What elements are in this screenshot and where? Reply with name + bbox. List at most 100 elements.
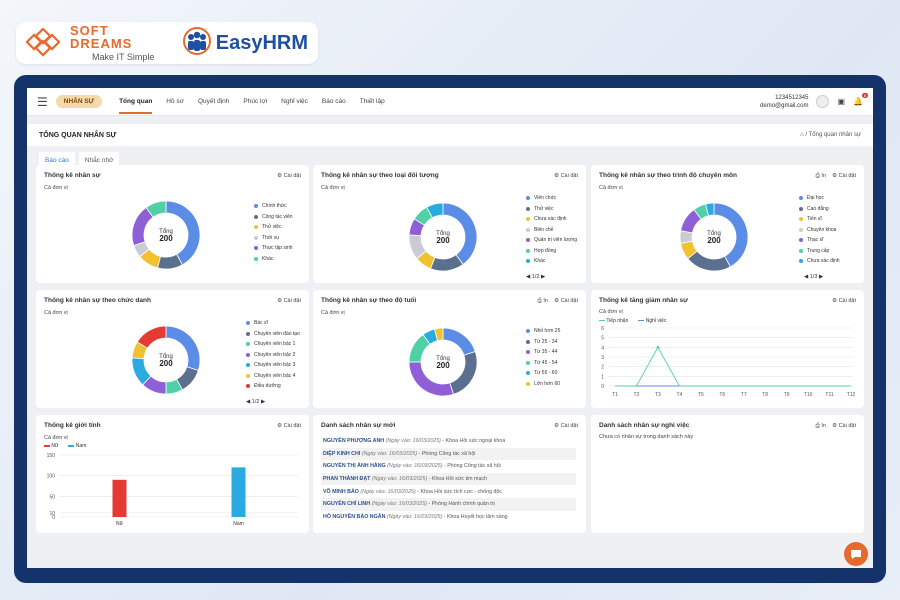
legend-item[interactable]: Từ 55 - 60 [526, 368, 560, 379]
calendar-icon[interactable]: ▣ [837, 97, 846, 106]
legend-item[interactable]: Khác [254, 254, 293, 265]
legend-item[interactable]: Nhỏ hơn 25 [526, 326, 560, 337]
staff-name[interactable]: VÕ MINH BẢO [323, 488, 361, 495]
legend-item[interactable]: Chuyên khoa [799, 225, 840, 236]
donut-total-label: Tổng [707, 230, 721, 237]
print-button[interactable]: ⎙ In [537, 298, 548, 305]
staff-name[interactable]: NGUYỄN CHÍ LINH [323, 501, 372, 508]
settings-button[interactable]: ⚙ Cài đặt [554, 173, 578, 179]
settings-button[interactable]: ⚙ Cài đặt [832, 423, 856, 429]
settings-button[interactable]: ⚙ Cài đặt [832, 173, 856, 179]
hamburger-menu-icon[interactable]: ☰ [37, 94, 48, 109]
donut-slice[interactable] [687, 250, 731, 272]
legend-pager[interactable]: ◀ 1/2 ▶ [526, 274, 545, 280]
chart-legend: Bác sĩ Chuyên viên đào tạo Chuyên viên bậc… [246, 318, 300, 392]
staff-name[interactable]: HỒ NGUYỄN BẢO NGÂN [323, 513, 387, 520]
chat-button[interactable] [844, 542, 868, 566]
bar[interactable] [112, 479, 127, 517]
legend-pager[interactable]: ◀ 1/2 ▶ [246, 399, 265, 405]
nav-item-phuc-loi[interactable]: Phúc lợi [243, 98, 268, 105]
legend-item[interactable]: Từ 45 - 54 [526, 358, 560, 369]
nav-item-nghi-viec[interactable]: Nghỉ việc [281, 98, 308, 105]
legend-item[interactable]: Chuyên viên bậc 4 [246, 371, 300, 382]
legend-item[interactable]: Cao đẳng [799, 204, 840, 215]
legend-label: Thử việc [534, 205, 554, 212]
legend-item[interactable]: Thời vụ [254, 233, 293, 244]
nav-item-ho-so[interactable]: Hồ sơ [166, 98, 184, 105]
legend-item[interactable]: Từ 25 - 34 [526, 337, 560, 348]
list-item[interactable]: NGUYỄN CHÍ LINH (Ngày vào: 16/03/2025) -… [321, 497, 576, 511]
print-button[interactable]: ⎙ In [815, 423, 826, 430]
list-item[interactable]: NGUYỄN THỊ ÁNH HẰNG (Ngày vào: 16/03/202… [321, 460, 576, 473]
prev-icon[interactable]: ◀ [804, 274, 809, 280]
settings-button[interactable]: ⚙ Cài đặt [554, 423, 578, 429]
legend-item[interactable]: Thử việc [526, 204, 577, 215]
legend-item[interactable]: Hợp đồng [526, 246, 577, 257]
legend-item[interactable]: Điều dưỡng [246, 381, 300, 392]
legend-item[interactable]: Biên chế [526, 225, 577, 236]
bell-icon[interactable]: 🔔 8 [853, 93, 868, 106]
home-icon[interactable]: ⌂ [800, 132, 804, 138]
legend-item[interactable]: Chuyên viên bậc 3 [246, 360, 300, 371]
list-item[interactable]: VÕ MINH BẢO (Ngày vào: 16/03/2025) - Kho… [321, 485, 576, 498]
settings-button[interactable]: ⚙ Cài đặt [277, 173, 301, 179]
print-button[interactable]: ⎙ In [815, 173, 826, 180]
legend-item[interactable]: Lớn hơn 60 [526, 379, 560, 390]
legend-item[interactable]: Trung cấp [799, 246, 840, 257]
data-point[interactable] [656, 346, 660, 349]
legend-item[interactable]: Cộng tác viên [254, 212, 293, 223]
legend-item[interactable]: Chưa xác định [799, 256, 840, 267]
list-item[interactable]: HỒ NGUYỄN BẢO NGÂN (Ngày vào: 16/03/2025… [321, 511, 576, 524]
settings-button[interactable]: ⚙ Cài đặt [277, 298, 301, 304]
legend-pager[interactable]: ◀ 1/3 ▶ [804, 274, 823, 280]
legend-item[interactable]: Viên chức [526, 193, 577, 204]
x-tick-label: T2 [634, 392, 640, 398]
avatar[interactable] [816, 95, 830, 108]
donut-slice[interactable] [136, 325, 167, 349]
legend-item[interactable]: Từ 35 - 44 [526, 347, 560, 358]
legend-item[interactable]: Chuyên viên đào tạo [246, 329, 300, 340]
bar[interactable] [231, 467, 246, 517]
staff-name[interactable]: NGUYỄN PHƯỢNG ANH [323, 438, 386, 445]
module-badge[interactable]: NHÂN SỰ [55, 95, 103, 108]
settings-button[interactable]: ⚙ Cài đặt [277, 423, 301, 429]
legend-item[interactable]: Chưa xác định [526, 214, 577, 225]
prev-icon[interactable]: ◀ [526, 274, 531, 280]
user-info[interactable]: 1234512345 demo@gmail.com [760, 94, 808, 110]
settings-button[interactable]: ⚙ Cài đặt [554, 298, 578, 304]
nav-item-bao-cao[interactable]: Báo cáo [321, 98, 346, 105]
legend-item[interactable]: Quản trị viên lượng [526, 235, 577, 246]
legend-item[interactable]: Đại học [799, 193, 840, 204]
settings-button[interactable]: ⚙ Cài đặt [832, 298, 856, 304]
donut-slice[interactable] [434, 327, 444, 342]
legend-item[interactable]: Thạc sĩ [799, 235, 840, 246]
legend-item[interactable]: Thử việc [254, 222, 293, 233]
donut-slice[interactable] [705, 202, 715, 217]
donut-slice[interactable] [442, 327, 476, 356]
donut-slice[interactable] [145, 200, 167, 218]
legend-item[interactable]: Chuyên viên bậc 1 [246, 339, 300, 350]
legend-item[interactable]: Chuyên viên bậc 2 [246, 350, 300, 361]
staff-name[interactable]: NGUYỄN THỊ ÁNH HẰNG [323, 463, 388, 470]
donut-slice[interactable] [449, 350, 478, 395]
legend-item[interactable]: Bác sĩ [246, 318, 300, 329]
prev-icon[interactable]: ◀ [246, 399, 251, 405]
list-item[interactable]: PHAN THÀNH ĐẠT (Ngày vào: 16/03/2025) - … [321, 472, 576, 486]
next-icon[interactable]: ▶ [260, 399, 266, 405]
legend-swatch [254, 204, 258, 209]
legend-label: Thạc sĩ [807, 237, 824, 243]
nav-item-quyet-dinh[interactable]: Quyết định [197, 98, 230, 105]
legend-item[interactable]: Tiến sĩ [799, 214, 840, 225]
donut-slice[interactable] [426, 202, 444, 219]
staff-name[interactable]: DIỆP KINH CHI [323, 450, 362, 457]
list-item[interactable]: DIỆP KINH CHI (Ngày vào: 16/03/2025) - P… [321, 447, 576, 461]
next-icon[interactable]: ▶ [540, 274, 546, 280]
list-item[interactable]: NGUYỄN PHƯỢNG ANH (Ngày vào: 16/03/2025)… [321, 435, 576, 448]
legend-item[interactable]: Chính thức [254, 201, 293, 212]
next-icon[interactable]: ▶ [818, 274, 824, 280]
nav-item-thiet-lap[interactable]: Thiết lập [359, 98, 385, 105]
legend-item[interactable]: Thực tập sinh [254, 243, 293, 254]
staff-name[interactable]: PHAN THÀNH ĐẠT [323, 476, 372, 483]
nav-item-tong-quan[interactable]: Tổng quan [119, 94, 153, 114]
legend-item[interactable]: Khác [526, 256, 577, 267]
